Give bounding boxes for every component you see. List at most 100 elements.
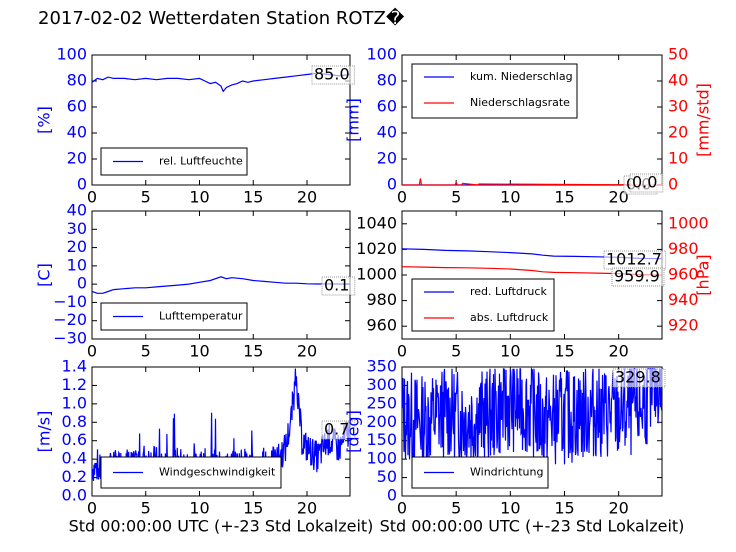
y-tick-label: 1.2	[62, 375, 87, 394]
y-tick-label: 20	[377, 149, 397, 168]
annotation-box	[321, 276, 356, 296]
x-tick-label: 15	[554, 499, 574, 518]
legend-box	[411, 278, 555, 332]
x-tick-label: 5	[451, 342, 461, 361]
y-tick-label: 1040	[356, 213, 397, 232]
legend-label: red. Luftdruck	[470, 285, 547, 298]
y-tick-label: 60	[377, 97, 397, 116]
current-value-annotation: 329.8	[615, 368, 661, 387]
x-tick-label: 0	[87, 342, 97, 361]
current-value-annotation: 0.1	[324, 276, 349, 295]
figure-title: 2017-02-02 Wetterdaten Station ROTZ�	[38, 8, 405, 29]
y-tick-label: −30	[53, 329, 87, 348]
y-tick-label: 100	[366, 45, 397, 64]
current-value-annotation: 959.9	[614, 267, 660, 286]
y-tick-label: 0.2	[62, 467, 87, 486]
annotation-box	[629, 173, 664, 193]
x-tick-label: 20	[608, 342, 628, 361]
annotation-box	[311, 65, 355, 85]
y-right-axis-label: [mm/std]	[694, 83, 713, 157]
y-tick-label: 150	[366, 430, 397, 449]
y-tick-label: 0.6	[62, 430, 87, 449]
y-tick-label: 200	[366, 412, 397, 431]
annotation-box	[321, 420, 356, 440]
x-tick-label: 10	[189, 188, 209, 207]
y-tick-label: 0	[387, 175, 397, 194]
y-tick-label: 0.4	[62, 449, 87, 468]
x-tick-label: 5	[141, 499, 151, 518]
x-tick-label: 5	[141, 188, 151, 207]
y-right-tick-label: 960	[668, 265, 699, 284]
x-tick-label: 0	[87, 188, 97, 207]
y-tick-label: 1000	[356, 265, 397, 284]
legend-label: kum. Niederschlag	[470, 70, 573, 83]
x-tick-label: 15	[554, 188, 574, 207]
annotation-box	[612, 368, 666, 388]
x-axis-label: Std 00:00:00 UTC (+-23 Std Lokalzeit)	[69, 517, 374, 536]
y-tick-label: 0.0	[62, 486, 87, 505]
y-tick-label: 350	[366, 357, 397, 376]
legend-label: abs. Luftdruck	[470, 311, 549, 324]
x-tick-label: 10	[500, 499, 520, 518]
current-value-annotation: 0.0	[632, 173, 657, 192]
legend-label: rel. Luftfeuchte	[159, 155, 243, 168]
y-right-tick-label: 920	[668, 316, 699, 335]
y-right-tick-label: 30	[668, 97, 688, 116]
y-tick-label: 250	[366, 393, 397, 412]
legend-label: Windrichtung	[470, 466, 543, 479]
x-tick-label: 15	[243, 342, 263, 361]
legend-label: Windgeschwindigkeit	[159, 466, 276, 479]
y-tick-label: 20	[67, 149, 87, 168]
y-tick-label: 60	[67, 97, 87, 116]
series-line-niederschlagsrate	[402, 178, 662, 185]
y-tick-label: 40	[377, 123, 397, 142]
x-tick-label: 15	[243, 188, 263, 207]
x-tick-label: 10	[500, 188, 520, 207]
y-right-tick-label: 10	[668, 149, 688, 168]
y-tick-label: 50	[377, 467, 397, 486]
y-tick-label: 1.4	[62, 357, 87, 376]
legend-box	[411, 63, 578, 119]
y-tick-label: 40	[67, 123, 87, 142]
y-tick-label: 960	[366, 316, 397, 335]
panel-1-frame	[91, 54, 351, 186]
x-tick-label: 20	[608, 499, 628, 518]
y-tick-label: 0	[387, 486, 397, 505]
y-right-axis-label: [hPa]	[694, 254, 713, 295]
x-tick-label: 0	[397, 188, 407, 207]
x-tick-label: 10	[189, 342, 209, 361]
y-right-tick-label: 50	[668, 45, 688, 64]
legend-label: Niederschlagsrate	[470, 96, 570, 109]
y-tick-label: −20	[53, 310, 87, 329]
y-axis-label: [m/s]	[35, 411, 54, 453]
annotation-box	[611, 267, 665, 287]
y-axis-label: [C]	[35, 263, 54, 287]
y-right-tick-label: 20	[668, 123, 688, 142]
y-axis-label: [mm]	[344, 98, 363, 142]
panel-3-frame	[91, 210, 351, 340]
y-axis-label: [deg]	[344, 410, 363, 453]
series-line-rel-luftfeuchte	[92, 72, 350, 93]
x-tick-label: 5	[451, 188, 461, 207]
y-tick-label: 300	[366, 375, 397, 394]
y-right-tick-label: 980	[668, 239, 699, 258]
legend-label: Lufttemperatur	[159, 310, 243, 323]
y-tick-label: 100	[366, 449, 397, 468]
x-tick-label: 0	[87, 499, 97, 518]
y-tick-label: −10	[53, 292, 87, 311]
x-tick-label: 20	[297, 342, 317, 361]
current-value-annotation: 1012.7	[606, 250, 662, 269]
y-tick-label: 1.0	[62, 393, 87, 412]
y-tick-label: 100	[56, 45, 87, 64]
x-tick-label: 10	[500, 342, 520, 361]
x-tick-label: 20	[608, 188, 628, 207]
x-axis-label: Std 00:00:00 UTC (+-23 Std Lokalzeit)	[380, 517, 685, 536]
x-tick-label: 15	[554, 342, 574, 361]
x-tick-label: 10	[189, 499, 209, 518]
y-tick-label: 80	[377, 71, 397, 90]
y-tick-label: 0.8	[62, 412, 87, 431]
y-tick-label: 10	[67, 255, 87, 274]
y-tick-label: 980	[366, 290, 397, 309]
x-tick-label: 0	[397, 342, 407, 361]
